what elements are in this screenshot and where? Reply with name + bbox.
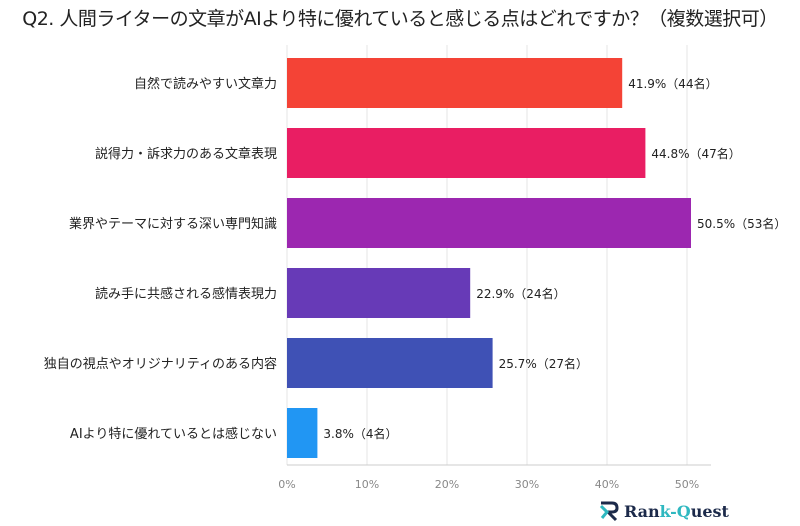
bar <box>287 58 623 108</box>
x-tick-label: 40% <box>595 478 619 491</box>
chart-title: Q2. 人間ライターの文章がAIより特に優れていると感じる点はどれですか？（複数… <box>22 8 778 30</box>
category-label: AIより特に優れているとは感じない <box>70 426 277 442</box>
category-label: 独自の視点やオリジナリティのある内容 <box>44 356 277 372</box>
data-label: 41.9%（44名） <box>628 76 717 91</box>
logo-icon <box>599 501 619 522</box>
bar <box>287 198 691 248</box>
data-label: 22.9%（24名） <box>476 286 565 301</box>
bar <box>287 128 646 178</box>
data-label: 44.8%（47名） <box>651 146 740 161</box>
category-label: 業界やテーマに対する深い専門知識 <box>69 216 277 232</box>
category-label: 説得力・訴求力のある文章表現 <box>95 146 277 162</box>
bar <box>287 268 471 318</box>
data-label: 50.5%（53名） <box>697 216 786 231</box>
bar <box>287 338 493 388</box>
data-label: 3.8%（4名） <box>323 426 397 441</box>
rank-quest-logo: Rank-Quest <box>598 500 729 522</box>
x-tick-label: 0% <box>278 478 295 491</box>
category-label: 自然で読みやすい文章力 <box>134 76 277 92</box>
x-tick-label: 30% <box>515 478 539 491</box>
bar <box>287 408 318 458</box>
x-tick-label: 10% <box>355 478 379 491</box>
x-tick-label: 50% <box>675 478 699 491</box>
x-tick-label: 20% <box>435 478 459 491</box>
category-label: 読み手に共感される感情表現力 <box>95 286 277 302</box>
data-label: 25.7%（27名） <box>499 356 588 371</box>
